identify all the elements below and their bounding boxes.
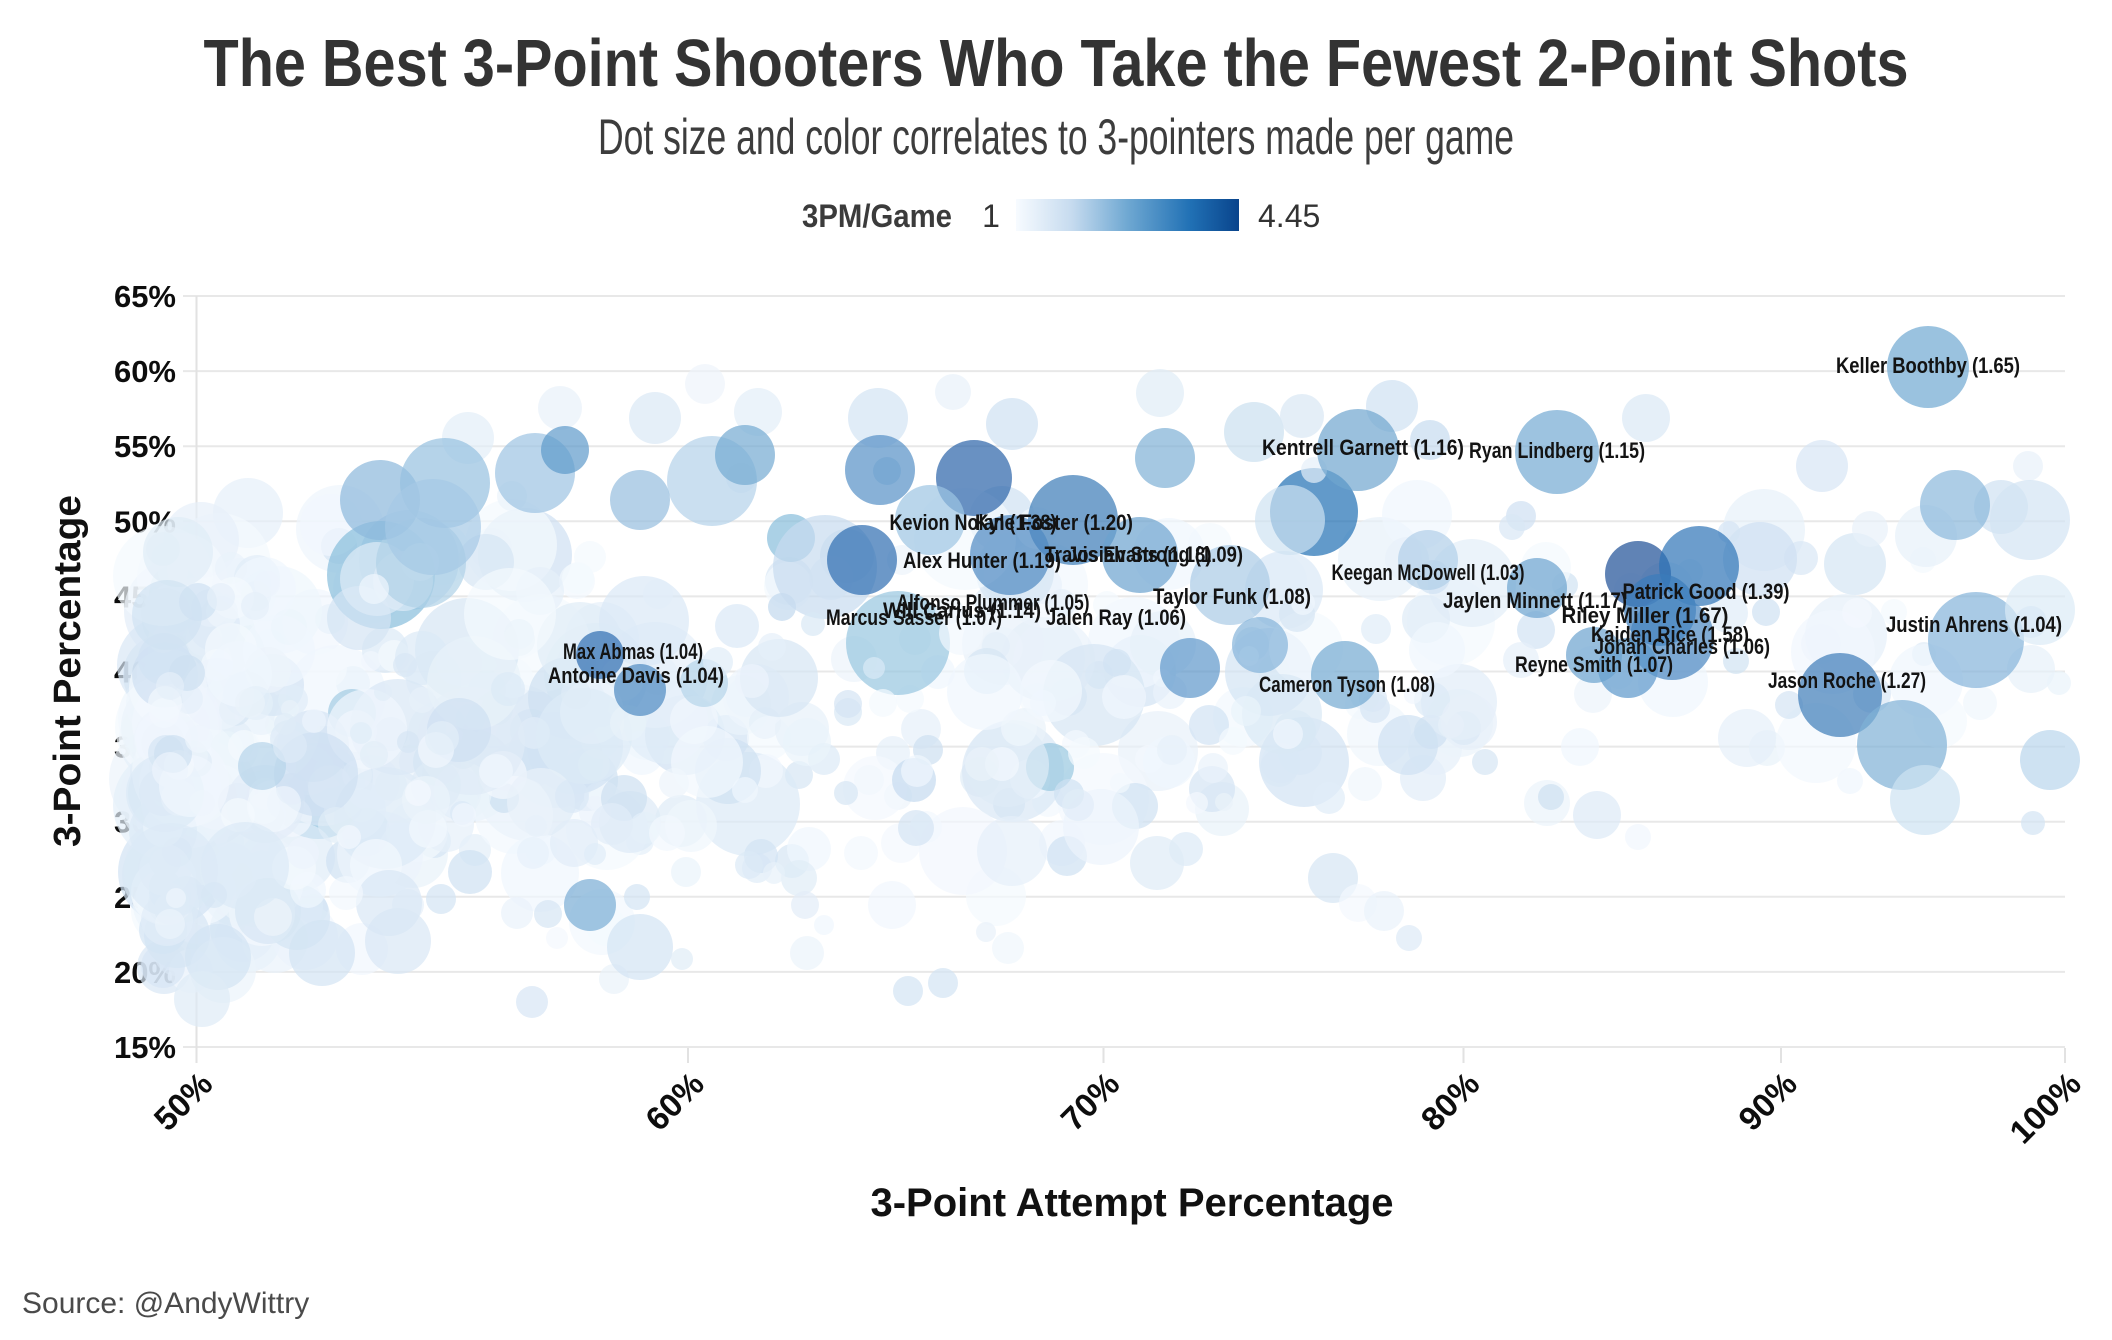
svg-text:15%: 15% <box>114 1030 176 1065</box>
svg-text:Cameron Tyson (1.08): Cameron Tyson (1.08) <box>1259 672 1435 697</box>
svg-text:Max Abmas (1.04): Max Abmas (1.04) <box>563 639 703 664</box>
svg-text:Reyne Smith (1.07): Reyne Smith (1.07) <box>1515 652 1673 677</box>
svg-text:Marcus Sasser (1.07): Marcus Sasser (1.07) <box>826 605 1002 630</box>
svg-text:Keegan McDowell (1.03): Keegan McDowell (1.03) <box>1332 560 1525 585</box>
svg-text:The Best 3-Point Shooters Who: The Best 3-Point Shooters Who Take the F… <box>204 26 1909 101</box>
svg-text:Jaylen Minnett (1.17): Jaylen Minnett (1.17) <box>1443 588 1627 613</box>
svg-text:Will Carius (1.14): Will Carius (1.14) <box>883 598 1041 623</box>
svg-text:Source: @AndyWittry: Source: @AndyWittry <box>22 1287 309 1320</box>
svg-text:55%: 55% <box>114 429 176 464</box>
svg-text:Dot size and color correlates: Dot size and color correlates to 3-point… <box>598 109 1514 165</box>
svg-text:Travis Evans (1.18): Travis Evans (1.18) <box>1045 542 1212 567</box>
svg-text:1: 1 <box>982 198 1000 234</box>
svg-text:3-Point Percentage: 3-Point Percentage <box>47 495 89 847</box>
svg-text:60%: 60% <box>114 354 176 389</box>
svg-text:Kevion Nolan (1.38): Kevion Nolan (1.38) <box>890 510 1057 535</box>
svg-text:Josiah Strong (1.09): Josiah Strong (1.09) <box>1067 542 1243 567</box>
svg-text:Ryan Lindberg (1.15): Ryan Lindberg (1.15) <box>1469 438 1645 463</box>
svg-text:Jason Roche (1.27): Jason Roche (1.27) <box>1768 668 1926 693</box>
svg-text:Antoine Davis (1.04): Antoine Davis (1.04) <box>548 663 724 688</box>
svg-text:Kentrell Garnett (1.16): Kentrell Garnett (1.16) <box>1262 435 1464 460</box>
svg-text:Jalen Ray (1.06): Jalen Ray (1.06) <box>1046 605 1186 630</box>
svg-text:Alex Hunter (1.19): Alex Hunter (1.19) <box>903 548 1061 573</box>
svg-text:Justin Ahrens (1.04): Justin Ahrens (1.04) <box>1886 612 2062 637</box>
svg-text:Keller Boothby (1.65): Keller Boothby (1.65) <box>1836 353 2020 378</box>
svg-text:Riley Miller (1.67): Riley Miller (1.67) <box>1562 603 1729 628</box>
svg-text:Patrick Good (1.39): Patrick Good (1.39) <box>1623 579 1790 604</box>
svg-text:Alfonso Plummer (1.05): Alfonso Plummer (1.05) <box>897 590 1090 615</box>
svg-text:65%: 65% <box>114 279 176 314</box>
svg-text:3-Point Attempt Percentage: 3-Point Attempt Percentage <box>870 1181 1393 1225</box>
svg-text:Kaiden Rice (1.58): Kaiden Rice (1.58) <box>1591 622 1749 647</box>
svg-text:3PM/Game: 3PM/Game <box>802 198 952 234</box>
svg-text:Taylor Funk (1.08): Taylor Funk (1.08) <box>1153 584 1311 609</box>
svg-text:Jonah Charles (1.06): Jonah Charles (1.06) <box>1594 634 1770 659</box>
svg-text:Kyle Foster (1.20): Kyle Foster (1.20) <box>975 510 1133 535</box>
svg-text:4.45: 4.45 <box>1258 198 1320 234</box>
